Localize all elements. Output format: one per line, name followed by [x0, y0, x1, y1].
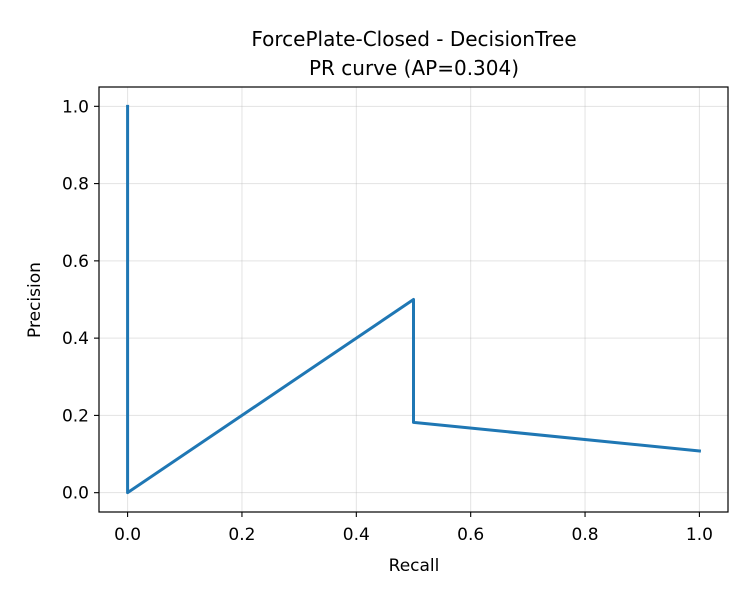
- y-tick-label-4: 0.8: [62, 175, 89, 195]
- tick-layer: 0.0 0.2 0.4 0.6 0.8 1.0 0.0 0.2 0.4 0.6 0.8 1.0: [62, 97, 713, 545]
- x-tick-label-4: 0.8: [572, 525, 599, 545]
- chart-title-line-2: PR curve (AP=0.304): [309, 56, 519, 80]
- y-axis-label: Precision: [25, 262, 45, 338]
- x-tick-label-3: 0.6: [457, 525, 484, 545]
- y-tick-label-5: 1.0: [62, 97, 89, 117]
- x-tick-label-1: 0.2: [228, 525, 255, 545]
- x-tick-label-2: 0.4: [343, 525, 370, 545]
- plot-frame: [98, 86, 729, 513]
- series-layer: [126, 104, 702, 495]
- x-tick-label-5: 1.0: [686, 525, 713, 545]
- y-tick-label-0: 0.0: [62, 484, 89, 504]
- x-axis-label: Recall: [389, 556, 440, 576]
- pr-curve-line-0: [126, 104, 702, 495]
- y-tick-label-1: 0.2: [62, 406, 89, 426]
- x-tick-label-0: 0.0: [114, 525, 141, 545]
- chart-title-line-1: ForcePlate-Closed - DecisionTree: [251, 27, 576, 51]
- y-tick-label-3: 0.6: [62, 252, 89, 272]
- y-tick-label-2: 0.4: [62, 329, 89, 349]
